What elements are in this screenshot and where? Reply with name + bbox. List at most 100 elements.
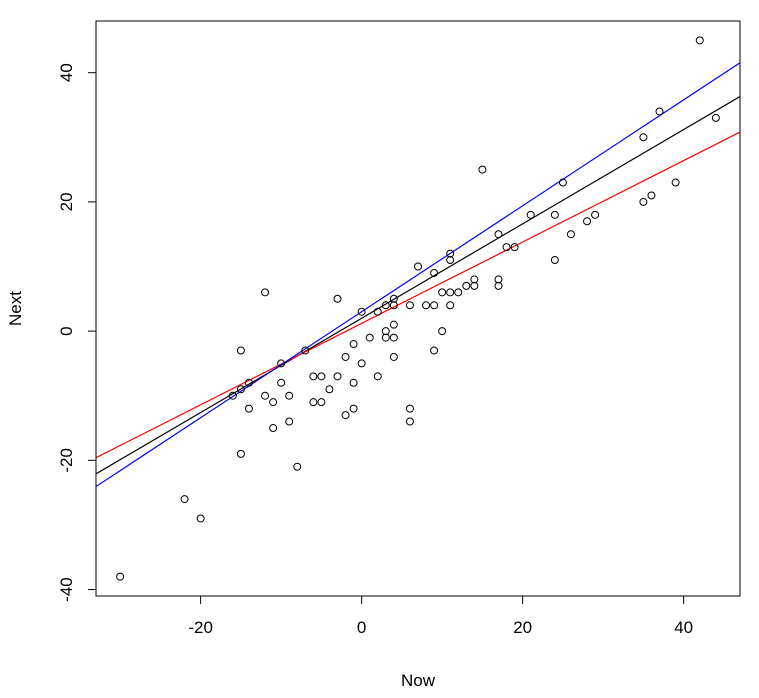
y-axis: -40 -20 0 20 40 [57,63,97,602]
data-point [381,301,390,310]
y-tick-label: 20 [57,192,76,211]
x-axis: -20 0 20 40 [188,595,693,637]
data-point [430,301,439,310]
fit-line-3 [96,62,740,488]
data-point [333,372,342,381]
data-point [228,391,237,400]
data-point [180,495,189,504]
y-tick-label: 0 [57,326,76,335]
data-point [341,411,350,420]
data-point [269,424,278,433]
data-point [277,359,286,368]
data-point [357,359,366,368]
data-point [325,385,334,394]
data-point [422,301,431,310]
data-point [389,294,398,303]
data-point [285,391,294,400]
data-point [462,281,471,290]
data-point [446,249,455,258]
data-point [711,113,720,122]
data-point [647,191,656,200]
data-point [389,352,398,361]
data-point [405,404,414,413]
y-axis-label: Next [6,291,25,326]
data-point [510,243,519,252]
y-tick-label: 40 [57,63,76,82]
data-point [470,281,479,290]
data-point [494,281,503,290]
data-point [333,294,342,303]
data-point [373,307,382,316]
data-point [301,346,310,355]
data-point [373,372,382,381]
data-point [389,301,398,310]
data-point [550,210,559,219]
y-tick-label: -20 [57,448,76,473]
fit-line-2 [96,131,740,459]
y-tick-label: -40 [57,577,76,602]
data-point [639,133,648,142]
data-point [583,217,592,226]
data-point [389,320,398,329]
data-point [566,230,575,239]
data-point [196,514,205,523]
data-point [349,378,358,387]
data-point [430,346,439,355]
data-point [671,178,680,187]
data-point [454,288,463,297]
data-point [309,398,318,407]
data-point [244,404,253,413]
data-point [438,288,447,297]
data-point [293,462,302,471]
data-point [261,391,270,400]
x-axis-label: Now [401,671,436,690]
data-point [430,268,439,277]
data-point [365,333,374,342]
data-point [655,107,664,116]
fit-line-1 [96,96,740,475]
data-point [446,256,455,265]
data-point [478,165,487,174]
data-point [591,210,600,219]
x-tick-label: 40 [674,618,693,637]
data-point [349,340,358,349]
data-point [695,36,704,45]
data-point [309,372,318,381]
data-point [277,378,286,387]
regression-lines [96,62,740,488]
data-point [317,372,326,381]
data-point [470,275,479,284]
data-point [341,352,350,361]
data-point [502,243,511,252]
data-point [261,288,270,297]
data-point [269,398,278,407]
data-point [639,197,648,206]
data-point [116,572,125,581]
data-point [236,449,245,458]
data-point [438,327,447,336]
data-point [526,210,535,219]
data-point [446,288,455,297]
data-point [236,385,245,394]
data-point [494,275,503,284]
x-tick-label: -20 [188,618,213,637]
data-point [550,256,559,265]
x-tick-label: 20 [513,618,532,637]
data-point [236,346,245,355]
data-points [116,36,720,581]
data-point [405,417,414,426]
plot-frame [95,20,741,597]
data-point [244,378,253,387]
data-point [558,178,567,187]
data-point [494,230,503,239]
data-point [381,333,390,342]
data-point [285,417,294,426]
data-point [389,333,398,342]
data-point [349,404,358,413]
data-point [405,301,414,310]
data-point [317,398,326,407]
x-tick-label: 0 [357,618,366,637]
data-point [357,307,366,316]
data-point [446,301,455,310]
